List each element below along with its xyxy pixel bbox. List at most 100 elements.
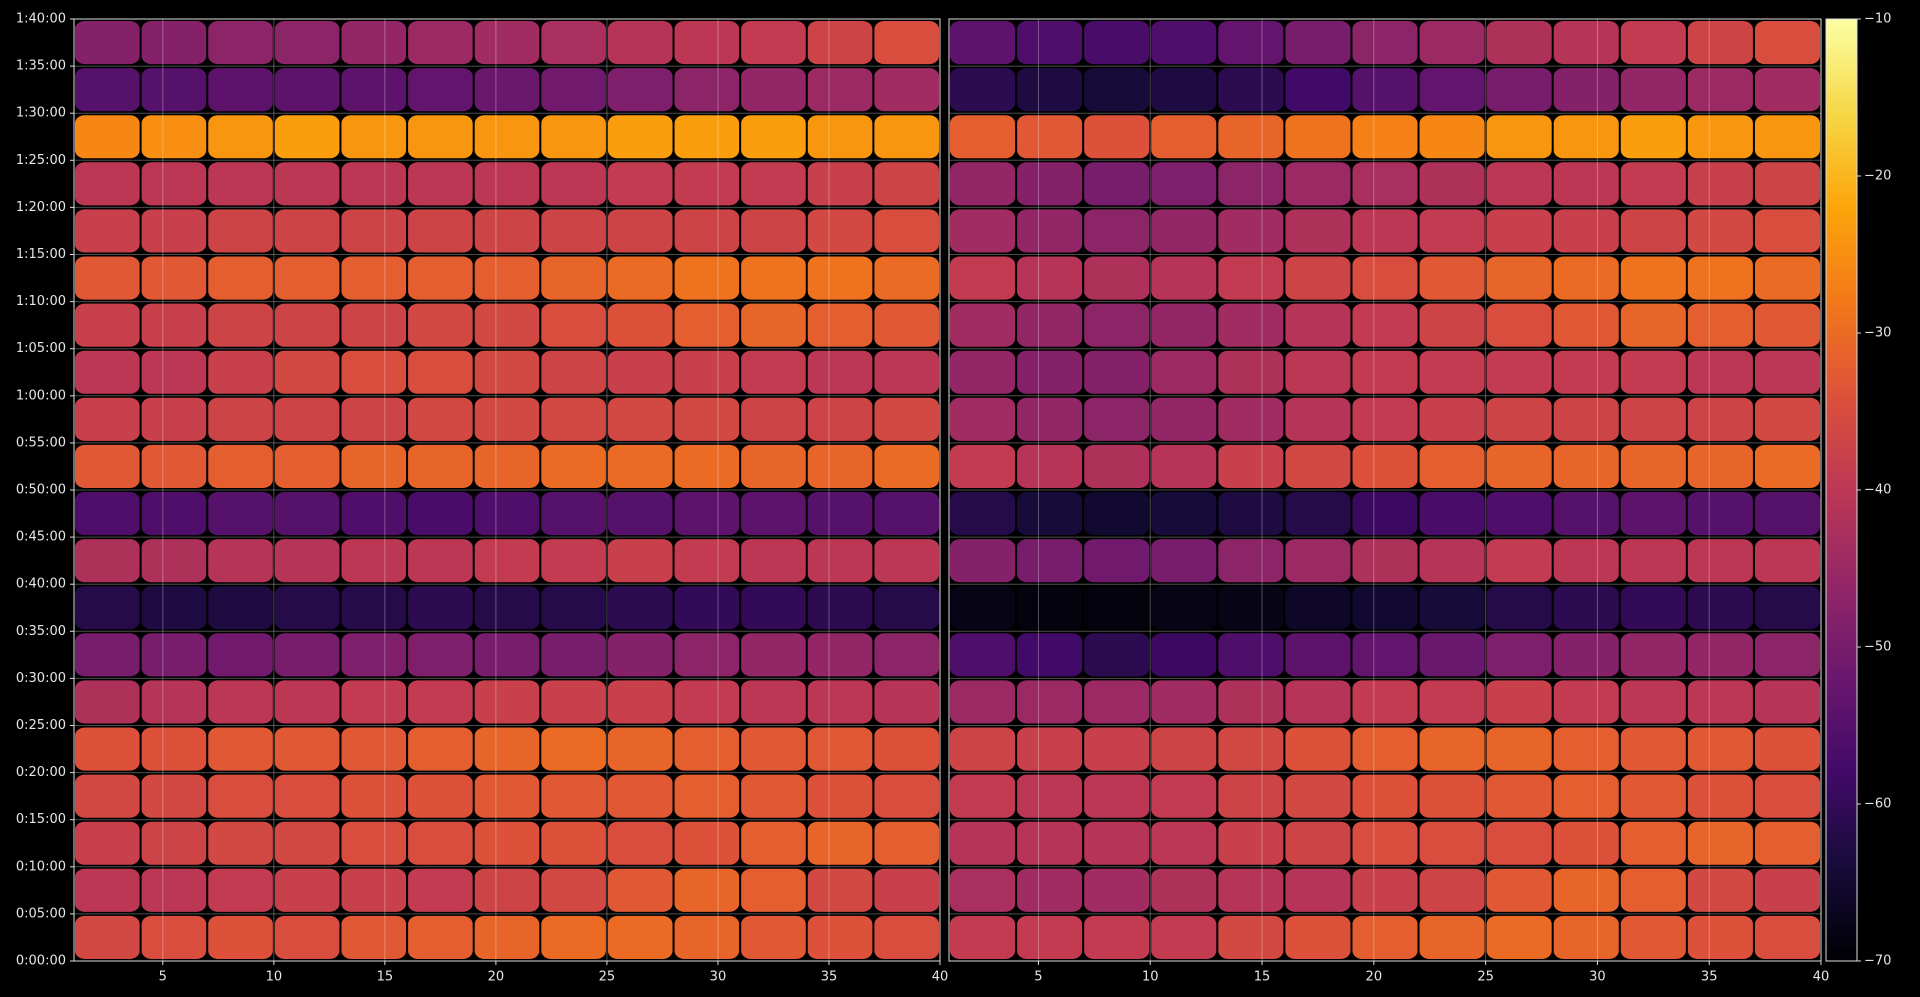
heatmap-cell [1084,162,1150,206]
y-tick-label: 1:20:00 [16,200,66,215]
heatmap-cell [274,397,340,441]
heatmap-cell [1151,492,1217,536]
heatmap-cell [1754,303,1820,347]
heatmap-cell [541,633,606,677]
heatmap-cell [274,162,340,206]
heatmap-cell [807,350,873,394]
heatmap-cell [874,256,939,300]
heatmap-cell [874,727,939,771]
heatmap-cell [541,868,606,912]
heatmap-cell [1553,915,1619,959]
heatmap-cell [141,633,207,677]
heatmap-cell [607,915,673,959]
heatmap-cell [1218,397,1284,441]
heatmap-cell [1352,397,1418,441]
heatmap-cell [1218,209,1284,253]
heatmap-cell [208,727,273,771]
heatmap-cell [408,115,473,159]
heatmap-cell [208,444,273,488]
heatmap-cell [674,680,740,724]
heatmap-cell [208,68,273,112]
heatmap-cell [341,727,407,771]
heatmap-cell [674,444,740,488]
x-tick-label: 5 [1034,970,1042,985]
heatmap-cell [341,539,407,583]
y-tick-label: 0:25:00 [16,718,66,733]
heatmap-cell [408,492,473,536]
heatmap-cell [674,727,740,771]
heatmap-cell [1754,397,1820,441]
colorbar-tick-label: −70 [1864,954,1891,969]
heatmap-cell [75,821,140,865]
heatmap-cell [741,162,806,206]
heatmap-cell [674,586,740,630]
heatmap-cell [341,21,407,65]
heatmap-cell [341,256,407,300]
heatmap-cell [274,350,340,394]
heatmap-cell [1017,539,1083,583]
heatmap-cell [1486,444,1552,488]
heatmap-cell [141,303,207,347]
heatmap-cell [674,633,740,677]
heatmap-cell [1687,303,1753,347]
heatmap-cell [607,209,673,253]
heatmap-cell [1218,115,1284,159]
heatmap-cell [1218,303,1284,347]
heatmap-cell [1151,162,1217,206]
heatmap-cell [208,303,273,347]
heatmap-cell [807,586,873,630]
heatmap-cell [1151,68,1217,112]
heatmap-cell [341,350,407,394]
heatmap-cell [1553,492,1619,536]
heatmap-cell [1419,397,1485,441]
heatmap-cell [807,397,873,441]
heatmap-cell [741,350,806,394]
heatmap-cell [1285,539,1351,583]
heatmap-cell [1151,350,1217,394]
heatmap-cell [1352,727,1418,771]
heatmap-cell [1486,162,1552,206]
heatmap-cell [741,303,806,347]
x-tick-label: 20 [1366,970,1383,985]
heatmap-cell [141,774,207,818]
heatmap-cell [1486,539,1552,583]
heatmap-cell [1687,350,1753,394]
heatmap-cell [874,539,939,583]
heatmap-cell [1084,397,1150,441]
heatmap-cell [408,68,473,112]
heatmap-cell [950,397,1016,441]
heatmap-cell [408,774,473,818]
heatmap-cell [541,68,606,112]
heatmap-cell [807,209,873,253]
heatmap-cell [1486,209,1552,253]
heatmap-cell [1352,303,1418,347]
heatmap-cell [141,68,207,112]
heatmap-cell [1486,821,1552,865]
heatmap-cell [141,350,207,394]
heatmap-cell [341,586,407,630]
heatmap-cell [274,492,340,536]
heatmap-cell [1017,115,1083,159]
heatmap-cell [1553,539,1619,583]
heatmap-cell [607,21,673,65]
heatmap-cell [1084,303,1150,347]
heatmap-cell [474,444,540,488]
heatmap-cell [474,21,540,65]
heatmap-cell [541,774,606,818]
colorbar-tick-label: −10 [1864,12,1891,27]
heatmap-cell [1754,915,1820,959]
heatmap-cell [341,821,407,865]
heatmap-cell [1084,539,1150,583]
heatmap-cell [274,68,340,112]
heatmap-cell [1687,444,1753,488]
heatmap-cell [1218,256,1284,300]
heatmap-cell [1352,774,1418,818]
x-tick-label: 10 [1142,970,1159,985]
heatmap-cell [807,821,873,865]
heatmap-cell [874,915,939,959]
heatmap-cell [741,21,806,65]
plot-frame [948,18,1822,962]
heatmap-cell [874,303,939,347]
heatmap-cell [1084,21,1150,65]
heatmap-cell [741,727,806,771]
